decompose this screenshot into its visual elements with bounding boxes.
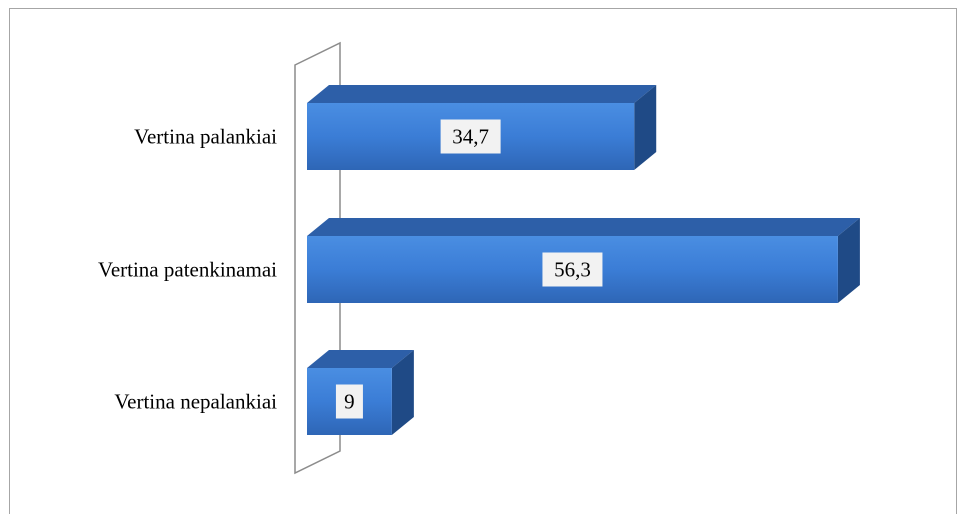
data-label: 9 — [335, 384, 363, 419]
data-label: 34,7 — [440, 119, 501, 154]
category-label-vertina-patenkinamai: Vertina patenkinamai — [98, 258, 277, 282]
bar-top-face — [307, 218, 860, 236]
category-label-vertina-nepalankiai: Vertina nepalankiai — [114, 390, 277, 414]
category-label-vertina-palankiai: Vertina palankiai — [134, 125, 277, 149]
data-label-text: 56,3 — [554, 258, 591, 282]
data-label-text: 34,7 — [452, 125, 489, 149]
bar-side-face — [837, 218, 860, 303]
bar-top-face — [307, 85, 657, 103]
bar-top-face — [307, 350, 414, 368]
bar-side-face — [391, 350, 414, 435]
chart-frame — [9, 8, 957, 514]
bar-side-face — [634, 85, 657, 170]
data-label-text: 9 — [344, 390, 355, 414]
data-label-box — [542, 252, 603, 287]
data-label: 56,3 — [542, 252, 603, 287]
data-label-box — [335, 384, 363, 419]
data-label-box — [440, 119, 501, 154]
